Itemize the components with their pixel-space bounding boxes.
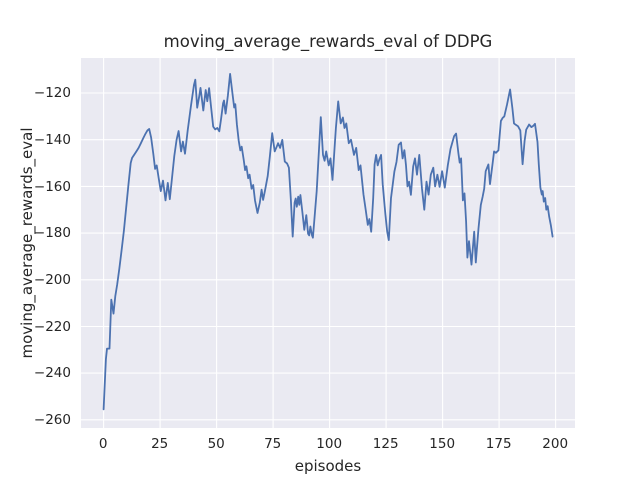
y-tick-label: −220 bbox=[33, 318, 71, 335]
y-tick-label: −140 bbox=[33, 132, 71, 148]
x-tick-label: 200 bbox=[542, 436, 569, 452]
y-tick-label: −120 bbox=[33, 85, 71, 102]
x-tick-label: 25 bbox=[151, 436, 169, 452]
y-tick-label: −160 bbox=[33, 178, 71, 195]
plot-area bbox=[80, 58, 576, 429]
series-line bbox=[102, 73, 554, 411]
x-tick-label: 100 bbox=[316, 436, 343, 452]
x-axis-label: episodes bbox=[294, 457, 362, 475]
x-tick-label: 175 bbox=[485, 436, 512, 452]
x-tick-label: 0 bbox=[98, 436, 108, 452]
x-tick-label: 150 bbox=[429, 436, 456, 452]
x-tick-label: 125 bbox=[372, 436, 399, 452]
y-tick-label: −200 bbox=[33, 272, 71, 289]
y-tick-label: −240 bbox=[33, 365, 71, 382]
plot-canvas bbox=[80, 58, 576, 429]
chart-title: moving_average_rewards_eval of DDPG bbox=[163, 32, 493, 51]
x-tick-label: 50 bbox=[207, 436, 225, 452]
y-tick-label: −180 bbox=[33, 225, 71, 242]
axes-background bbox=[80, 58, 576, 429]
y-tick-label: −260 bbox=[33, 412, 71, 429]
x-tick-label: 75 bbox=[264, 436, 282, 452]
